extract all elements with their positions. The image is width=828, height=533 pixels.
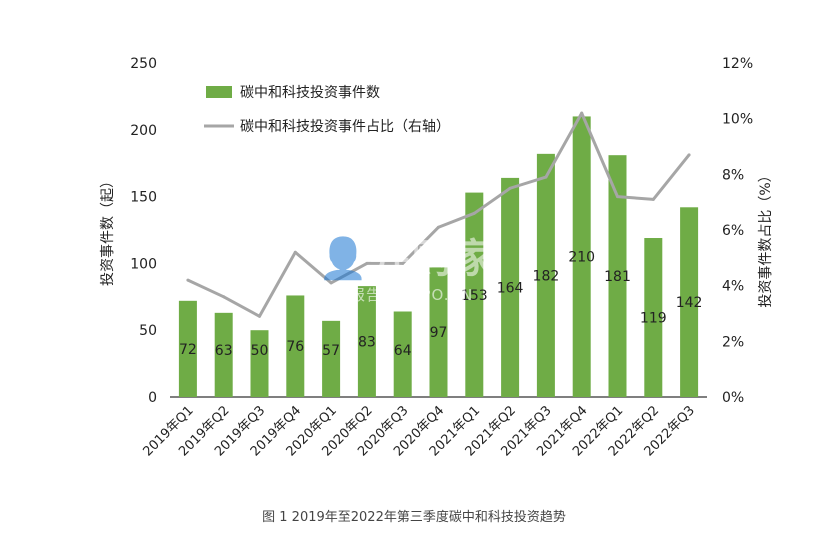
line-point bbox=[508, 186, 512, 190]
line-point bbox=[616, 195, 619, 199]
bar bbox=[536, 153, 555, 397]
y2-tick-label: 2% bbox=[722, 334, 744, 350]
bar-value-label: 64 bbox=[394, 343, 412, 359]
y2-tick-label: 10% bbox=[722, 112, 753, 128]
y2-tick-label: 4% bbox=[722, 279, 744, 295]
bar-value-label: 210 bbox=[568, 250, 595, 266]
y-tick-label: 150 bbox=[130, 190, 157, 206]
line-point bbox=[544, 175, 548, 179]
y2-tick-label: 8% bbox=[722, 167, 744, 183]
y-tick-label: 0 bbox=[148, 390, 157, 406]
bar-value-label: 119 bbox=[640, 311, 667, 327]
bar bbox=[465, 192, 484, 397]
bar-value-label: 63 bbox=[215, 343, 233, 359]
bar bbox=[393, 311, 412, 397]
watermark-logo: 👤并购家 bbox=[318, 236, 496, 282]
line-point bbox=[186, 278, 190, 282]
bar bbox=[501, 177, 520, 397]
bar bbox=[214, 312, 233, 397]
line-point bbox=[401, 261, 405, 265]
line-point bbox=[437, 225, 440, 229]
bar bbox=[608, 155, 627, 397]
bar-value-label: 153 bbox=[461, 288, 488, 304]
bar-value-label: 76 bbox=[286, 339, 304, 355]
bar bbox=[572, 116, 591, 397]
bar-value-label: 97 bbox=[430, 325, 448, 341]
chart: 0 50 100 150 200 250 0% 2% 4% 6% 8% 10% 12% 投资事件数（起） 投… bbox=[100, 56, 774, 460]
line-point bbox=[222, 295, 226, 299]
legend-label-line: 碳中和科技投资事件占比（右轴） bbox=[240, 119, 450, 135]
bar bbox=[250, 330, 269, 397]
y2-tick-label: 6% bbox=[722, 223, 744, 239]
bar-value-label: 57 bbox=[322, 343, 340, 359]
bar bbox=[178, 300, 197, 397]
y2-tick-label: 12% bbox=[722, 56, 753, 72]
bar-value-label: 83 bbox=[358, 335, 376, 351]
y2-axis-title: 投资事件数占比（%） bbox=[758, 168, 774, 307]
bar bbox=[429, 267, 448, 397]
line-point bbox=[687, 153, 691, 157]
line-point bbox=[258, 314, 261, 318]
line-point bbox=[365, 261, 369, 265]
line-point bbox=[580, 111, 584, 115]
bar-value-label: 164 bbox=[497, 280, 524, 296]
bar-value-label: 181 bbox=[604, 269, 631, 285]
y-tick-label: 100 bbox=[130, 256, 157, 272]
bar-value-label: 142 bbox=[676, 295, 703, 311]
bar bbox=[322, 320, 341, 397]
y-tick-label: 50 bbox=[139, 323, 157, 339]
y-axis-title: 投资事件数（起） bbox=[100, 174, 116, 286]
figure-caption: 图 1 2019年至2022年第三季度碳中和科技投资趋势 bbox=[262, 510, 566, 525]
bar bbox=[357, 286, 376, 397]
bar bbox=[644, 238, 663, 397]
legend-label-bar: 碳中和科技投资事件数 bbox=[240, 85, 380, 101]
y-tick-label: 200 bbox=[130, 123, 157, 139]
watermark-subtext: 行业报告 IPOIPO.CN bbox=[318, 286, 474, 304]
bar bbox=[680, 207, 699, 397]
bar bbox=[286, 295, 305, 397]
line-point bbox=[651, 197, 655, 201]
bar-value-label: 50 bbox=[251, 343, 269, 359]
bar-value-label: 182 bbox=[533, 268, 560, 284]
line-point bbox=[472, 211, 476, 215]
line-point bbox=[293, 250, 297, 254]
legend-swatch-bar bbox=[206, 86, 232, 98]
line-point bbox=[329, 281, 333, 285]
y2-tick-label: 0% bbox=[722, 390, 744, 406]
y-tick-label: 250 bbox=[130, 56, 157, 72]
bar-value-label: 72 bbox=[179, 342, 197, 358]
